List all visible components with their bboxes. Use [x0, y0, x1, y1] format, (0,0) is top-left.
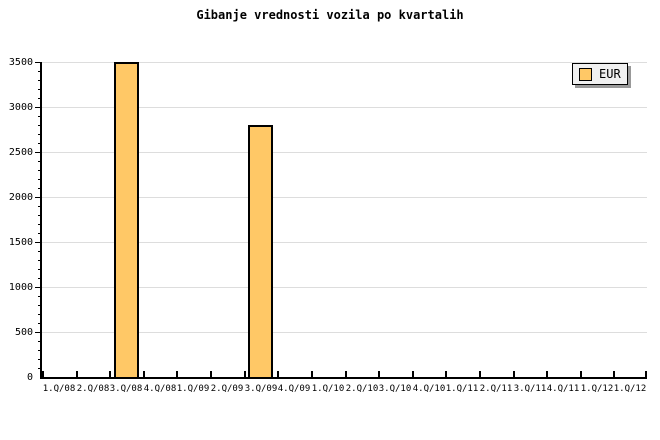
y-axis-minor-tick — [38, 269, 42, 270]
y-axis-minor-tick — [38, 206, 42, 207]
y-axis-minor-tick — [38, 71, 42, 72]
y-axis-minor-tick — [38, 98, 42, 99]
y-gridline — [42, 62, 647, 63]
x-axis-tick — [76, 371, 78, 377]
legend-label: EUR — [599, 67, 621, 81]
y-axis-major-tick — [35, 62, 42, 63]
bar-3.Q/09 — [248, 125, 273, 377]
y-axis-minor-tick — [38, 260, 42, 261]
x-axis-tick — [479, 371, 481, 377]
x-axis-tick — [513, 371, 515, 377]
x-axis-tick — [244, 371, 246, 377]
x-axis-label: 1.Q/09 — [176, 384, 210, 394]
bar-3.Q/08 — [114, 62, 139, 377]
y-axis-label: 2000 — [8, 192, 33, 203]
y-axis-minor-tick — [38, 89, 42, 90]
y-axis-label: 3500 — [8, 57, 33, 68]
x-axis-label: 2.Q/11 — [479, 384, 513, 394]
y-gridline — [42, 332, 647, 333]
x-axis-label: 4.Q/10 — [412, 384, 446, 394]
plot-area — [40, 62, 647, 379]
y-axis-label: 0 — [26, 372, 33, 383]
x-axis-tick — [546, 371, 548, 377]
x-axis-label: 1.Q/12 — [580, 384, 614, 394]
y-axis-minor-tick — [38, 161, 42, 162]
legend-swatch-eur — [579, 67, 592, 81]
legend: EUR — [572, 63, 628, 85]
x-axis-tick — [277, 371, 279, 377]
y-axis-major-tick — [35, 242, 42, 243]
y-gridline — [42, 242, 647, 243]
x-axis-tick — [143, 371, 145, 377]
x-axis-label: 2.Q/09 — [210, 384, 244, 394]
x-axis-tick — [109, 371, 111, 377]
x-axis-label: 3.Q/10 — [378, 384, 412, 394]
y-axis-minor-tick — [38, 296, 42, 297]
y-axis-minor-tick — [38, 143, 42, 144]
y-axis-minor-tick — [38, 350, 42, 351]
y-axis-minor-tick — [38, 80, 42, 81]
y-axis-minor-tick — [38, 359, 42, 360]
y-axis-minor-tick — [38, 179, 42, 180]
y-axis-minor-tick — [38, 224, 42, 225]
x-axis-tick — [42, 371, 44, 377]
y-axis-minor-tick — [38, 116, 42, 117]
x-axis-tick — [210, 371, 212, 377]
y-axis-major-tick — [35, 287, 42, 288]
y-axis-minor-tick — [38, 278, 42, 279]
y-axis-minor-tick — [38, 305, 42, 306]
y-axis-major-tick — [35, 197, 42, 198]
x-axis-label: 4.Q/08 — [143, 384, 177, 394]
x-axis-tick — [311, 371, 313, 377]
y-gridline — [42, 197, 647, 198]
y-gridline — [42, 152, 647, 153]
x-axis-label: 3.Q/11 — [513, 384, 547, 394]
y-axis-minor-tick — [38, 170, 42, 171]
x-axis-label: 3.Q/08 — [109, 384, 143, 394]
y-axis-minor-tick — [38, 125, 42, 126]
y-axis-label: 500 — [14, 327, 33, 338]
y-gridline — [42, 287, 647, 288]
x-axis-tick — [345, 371, 347, 377]
x-axis-tick — [580, 371, 582, 377]
x-axis-label: 4.Q/09 — [277, 384, 311, 394]
x-axis-tick — [613, 371, 615, 377]
y-axis-label: 1000 — [8, 282, 33, 293]
y-axis-major-tick — [35, 332, 42, 333]
y-axis-label: 1500 — [8, 237, 33, 248]
y-axis-minor-tick — [38, 368, 42, 369]
x-axis-tick — [176, 371, 178, 377]
y-axis-major-tick — [35, 152, 42, 153]
y-axis-minor-tick — [38, 134, 42, 135]
y-axis-minor-tick — [38, 341, 42, 342]
y-gridline — [42, 107, 647, 108]
x-axis-tick — [378, 371, 380, 377]
x-axis-tick — [445, 371, 447, 377]
x-axis-label: 3.Q/09 — [244, 384, 278, 394]
y-axis-minor-tick — [38, 233, 42, 234]
y-axis-minor-tick — [38, 251, 42, 252]
x-axis-tick — [645, 371, 647, 377]
y-axis-major-tick — [35, 107, 42, 108]
x-axis-label: 1.Q/12 — [613, 384, 647, 394]
x-axis-label: 1.Q/10 — [311, 384, 345, 394]
x-axis-label: 4.Q/11 — [546, 384, 580, 394]
y-axis-minor-tick — [38, 215, 42, 216]
y-axis-minor-tick — [38, 323, 42, 324]
y-axis-label: 3000 — [8, 102, 33, 113]
x-axis-label: 2.Q/10 — [345, 384, 379, 394]
y-axis-minor-tick — [38, 314, 42, 315]
chart-title: Gibanje vrednosti vozila po kvartalih — [196, 8, 464, 22]
y-axis-label: 2500 — [8, 147, 33, 158]
x-axis-label: 1.Q/11 — [445, 384, 479, 394]
x-axis-label: 2.Q/08 — [76, 384, 110, 394]
y-axis-minor-tick — [38, 188, 42, 189]
x-axis-tick — [412, 371, 414, 377]
x-axis-label: 1.Q/08 — [42, 384, 76, 394]
